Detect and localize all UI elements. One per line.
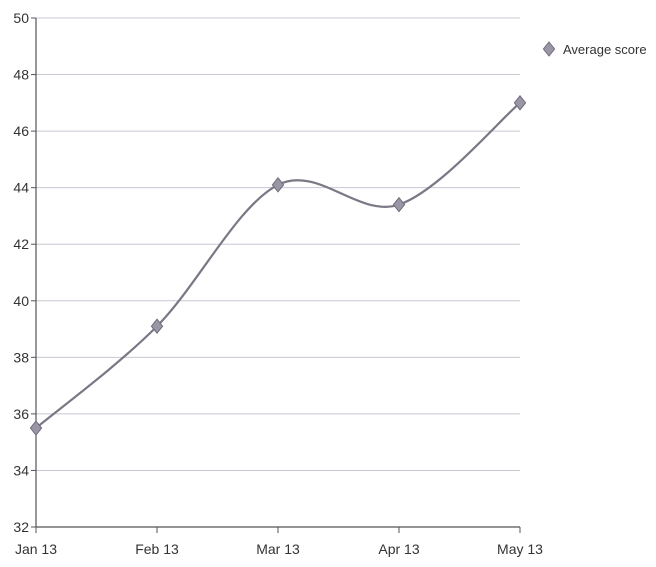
y-tick-label: 34: [13, 462, 29, 478]
gridlines: [36, 18, 520, 470]
x-tick-label: Mar 13: [256, 541, 300, 557]
data-point-marker: [30, 421, 41, 435]
y-tick-label: 36: [13, 406, 29, 422]
axes: [36, 18, 520, 527]
x-tick-label: Jan 13: [15, 541, 57, 557]
legend: Average score: [543, 42, 646, 57]
data-point-marker: [393, 198, 404, 212]
series-layer: [30, 96, 525, 435]
y-tick-label: 44: [13, 180, 29, 196]
y-tick-label: 50: [13, 10, 29, 26]
y-tick-label: 32: [13, 519, 29, 535]
legend-diamond-icon: [543, 42, 554, 56]
y-tick-label: 48: [13, 67, 29, 83]
y-tick-label: 42: [13, 236, 29, 252]
x-tick-label: May 13: [497, 541, 543, 557]
data-point-marker: [272, 178, 283, 192]
x-tick-label: Feb 13: [135, 541, 179, 557]
series-line: [36, 103, 520, 428]
legend-label: Average score: [563, 42, 647, 57]
y-tick-label: 40: [13, 293, 29, 309]
y-axis-ticks: 32 34 36 38 40 42 44 46 48 50: [13, 10, 36, 535]
x-tick-label: Apr 13: [378, 541, 419, 557]
y-tick-label: 38: [13, 349, 29, 365]
y-tick-label: 46: [13, 123, 29, 139]
x-axis-ticks: Jan 13 Feb 13 Mar 13 Apr 13 May 13: [15, 527, 543, 557]
